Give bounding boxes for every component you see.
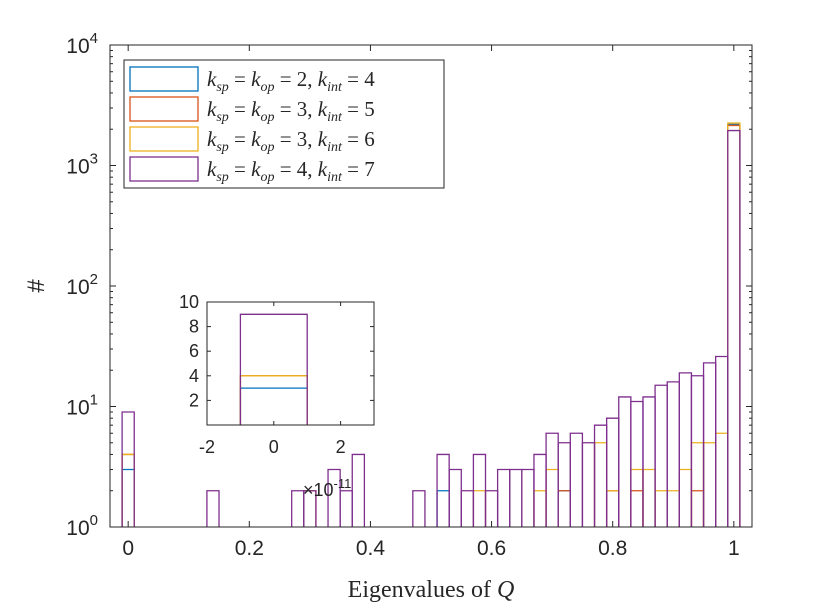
legend-label: ksp = kop = 3, kint = 5 xyxy=(207,97,375,125)
x-tick-label: 0.8 xyxy=(598,537,627,560)
x-axis-label: Eigenvalues of Q xyxy=(348,577,515,603)
legend-swatch xyxy=(129,156,199,182)
legend-swatch xyxy=(129,96,199,122)
series-4 xyxy=(121,129,741,527)
legend-label: ksp = kop = 3, kint = 6 xyxy=(207,127,375,155)
legend-label: ksp = kop = 4, kint = 7 xyxy=(207,157,375,185)
x-tick-label: 1 xyxy=(728,537,740,560)
x-tick-label: 0.2 xyxy=(235,537,264,560)
hist-bar xyxy=(412,490,426,527)
y-tick-label: 100 xyxy=(66,512,98,540)
hist-bar xyxy=(727,129,741,527)
inset-y-tick-label: 8 xyxy=(189,317,199,337)
inset-y-tick-label: 10 xyxy=(179,292,199,312)
x-tick-label: 0 xyxy=(122,537,134,560)
legend-label: ksp = kop = 2, kint = 4 xyxy=(207,67,375,95)
legend-swatch xyxy=(129,126,199,152)
hist-bar xyxy=(351,453,366,527)
y-tick-label: 103 xyxy=(66,151,98,179)
hist-bar xyxy=(303,490,317,527)
inset-y-tick-label: 2 xyxy=(189,390,199,410)
x-tick-label: 0.4 xyxy=(356,537,386,560)
legend-swatch xyxy=(129,66,199,92)
hist-bar xyxy=(121,411,135,527)
inset-x-tick-label: 0 xyxy=(269,437,279,457)
inset-plot-area xyxy=(207,302,374,425)
inset-y-tick-label: 6 xyxy=(189,341,199,361)
y-axis-label: # xyxy=(23,279,50,293)
hist-bar xyxy=(206,490,220,527)
y-tick-label: 101 xyxy=(66,392,98,420)
inset-chart: -2 0 2 2 4 6 8 10 ×10-11 xyxy=(179,292,375,500)
y-tick-label: 104 xyxy=(66,30,98,58)
inset-x-tick-label: 2 xyxy=(336,437,346,457)
inset-y-tick-label: 4 xyxy=(189,366,199,386)
x-tick-label: 0.6 xyxy=(477,537,506,560)
inset-x-tick-label: -2 xyxy=(199,437,215,457)
inset-axes-box xyxy=(206,301,375,426)
y-tick-label: 102 xyxy=(66,271,98,299)
inset-hist-bar xyxy=(239,313,308,425)
inset-x-exponent: ×10-11 xyxy=(303,476,351,500)
